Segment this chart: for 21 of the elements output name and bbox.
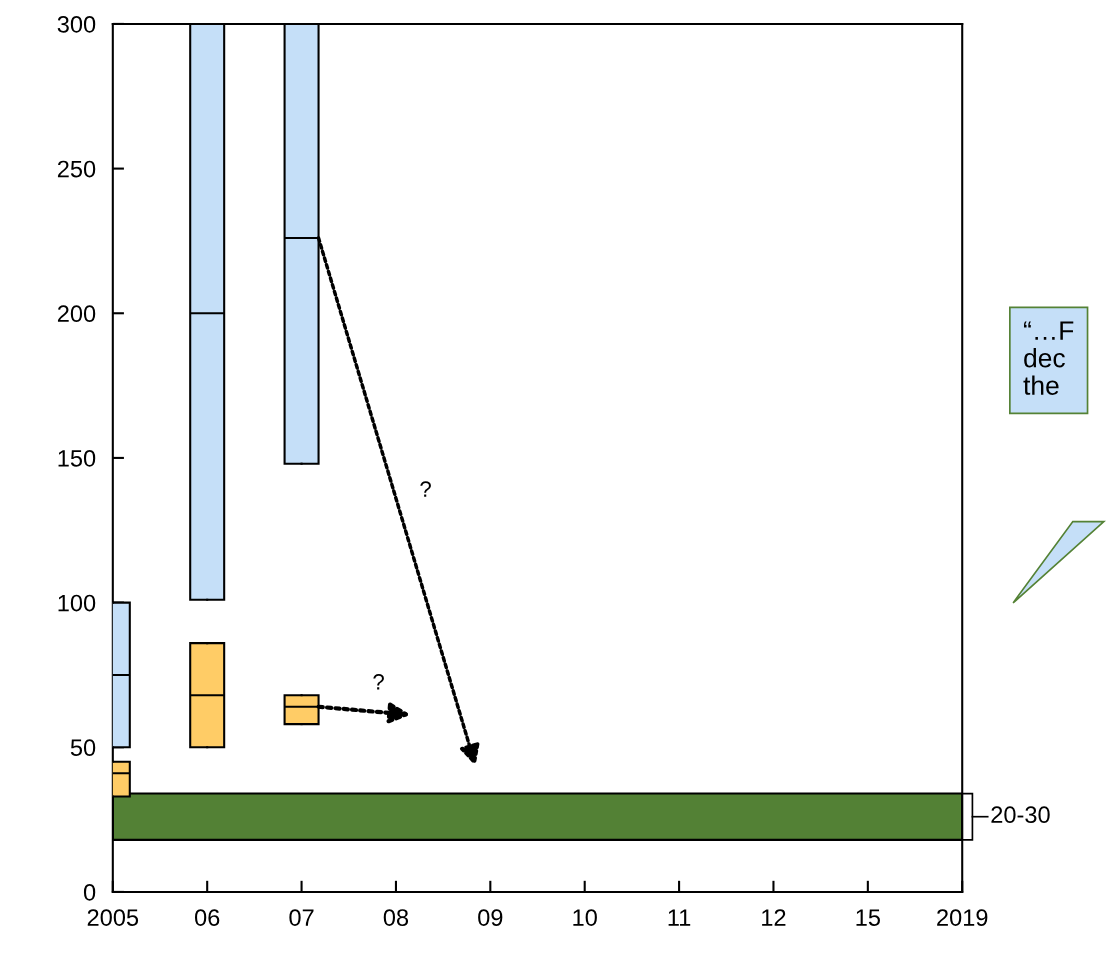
text: “…F dec the [1023,321,1074,395]
x-tick-label: 06 [194,909,220,926]
y-tick-label: 200 [57,305,96,323]
y-tick-label: 150 [58,449,96,467]
y-tick-label: 100 [58,594,96,612]
x-tick-label: 08 [383,909,409,926]
x-tick-label: 09 [478,909,503,926]
y-tick-label: 250 [57,160,96,178]
x-tick-label: 11 [668,909,691,926]
band-label: 20-30 [991,806,1050,824]
annotation: ? [373,673,384,690]
x-tick-label: 10 [573,909,597,926]
y-tick-label: 50 [70,739,96,757]
y-tick-label: 300 [57,15,96,33]
x-tick-label: 2019 [937,909,988,926]
x-tick-label: 15 [856,909,880,926]
x-tick-label: 07 [289,909,314,926]
x-tick-label: 12 [762,909,786,926]
y-tick-label: 0 [83,883,96,901]
annotation: ? [420,481,431,497]
x-tick-label: 2005 [87,909,139,926]
